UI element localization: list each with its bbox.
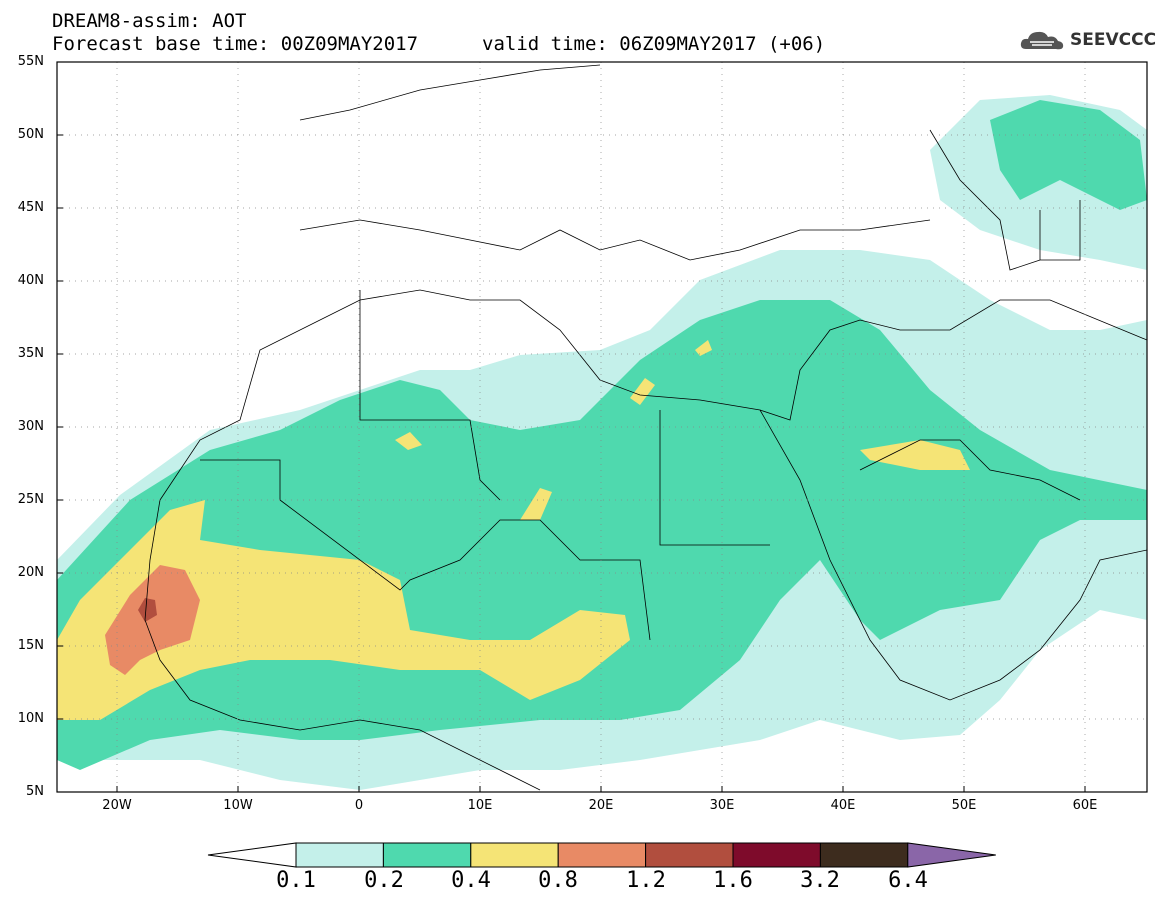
colorbar-label: 0.1 — [276, 868, 316, 893]
lon-label: 20E — [588, 798, 614, 813]
lat-label: 45N — [17, 200, 44, 215]
lon-label: 0 — [354, 798, 364, 813]
colorbar-label: 1.2 — [626, 868, 666, 893]
colorbar-label: 0.2 — [364, 868, 404, 893]
lat-label: 15N — [17, 638, 44, 653]
lon-label: 60E — [1072, 798, 1098, 813]
lat-label: 5N — [26, 784, 44, 799]
coastlines — [144, 64, 1147, 791]
aot-field — [57, 95, 1147, 790]
seevccc-logo: SEEVCCC — [1018, 26, 1156, 54]
colorbar-label: 0.8 — [538, 868, 578, 893]
colorbar-label: 6.4 — [888, 868, 928, 893]
map-title: DREAM8-assim: AOT — [52, 10, 247, 32]
lat-label: 25N — [17, 492, 44, 507]
lon-label: 50E — [951, 798, 977, 813]
lat-label: 50N — [17, 127, 44, 142]
lat-label: 55N — [17, 54, 44, 69]
lat-label: 10N — [17, 711, 44, 726]
lon-label: 40E — [830, 798, 856, 813]
lat-label: 35N — [17, 346, 44, 361]
lat-label: 30N — [17, 419, 44, 434]
colorbar-label: 3.2 — [800, 868, 840, 893]
lat-label: 20N — [17, 565, 44, 580]
lon-label: 30E — [709, 798, 735, 813]
lon-label: 20W — [102, 798, 132, 813]
colorbar-label: 1.6 — [713, 868, 753, 893]
lon-label: 10W — [223, 798, 253, 813]
valid-time: valid time: 06Z09MAY2017 (+06) — [482, 33, 826, 55]
base-time: Forecast base time: 00Z09MAY2017 — [52, 33, 419, 55]
cloud-logo-icon — [1020, 31, 1064, 50]
lat-label: 40N — [17, 273, 44, 288]
logo-text: SEEVCCC — [1070, 30, 1157, 50]
colorbar-label: 0.4 — [451, 868, 491, 893]
lon-label: 10E — [467, 798, 493, 813]
